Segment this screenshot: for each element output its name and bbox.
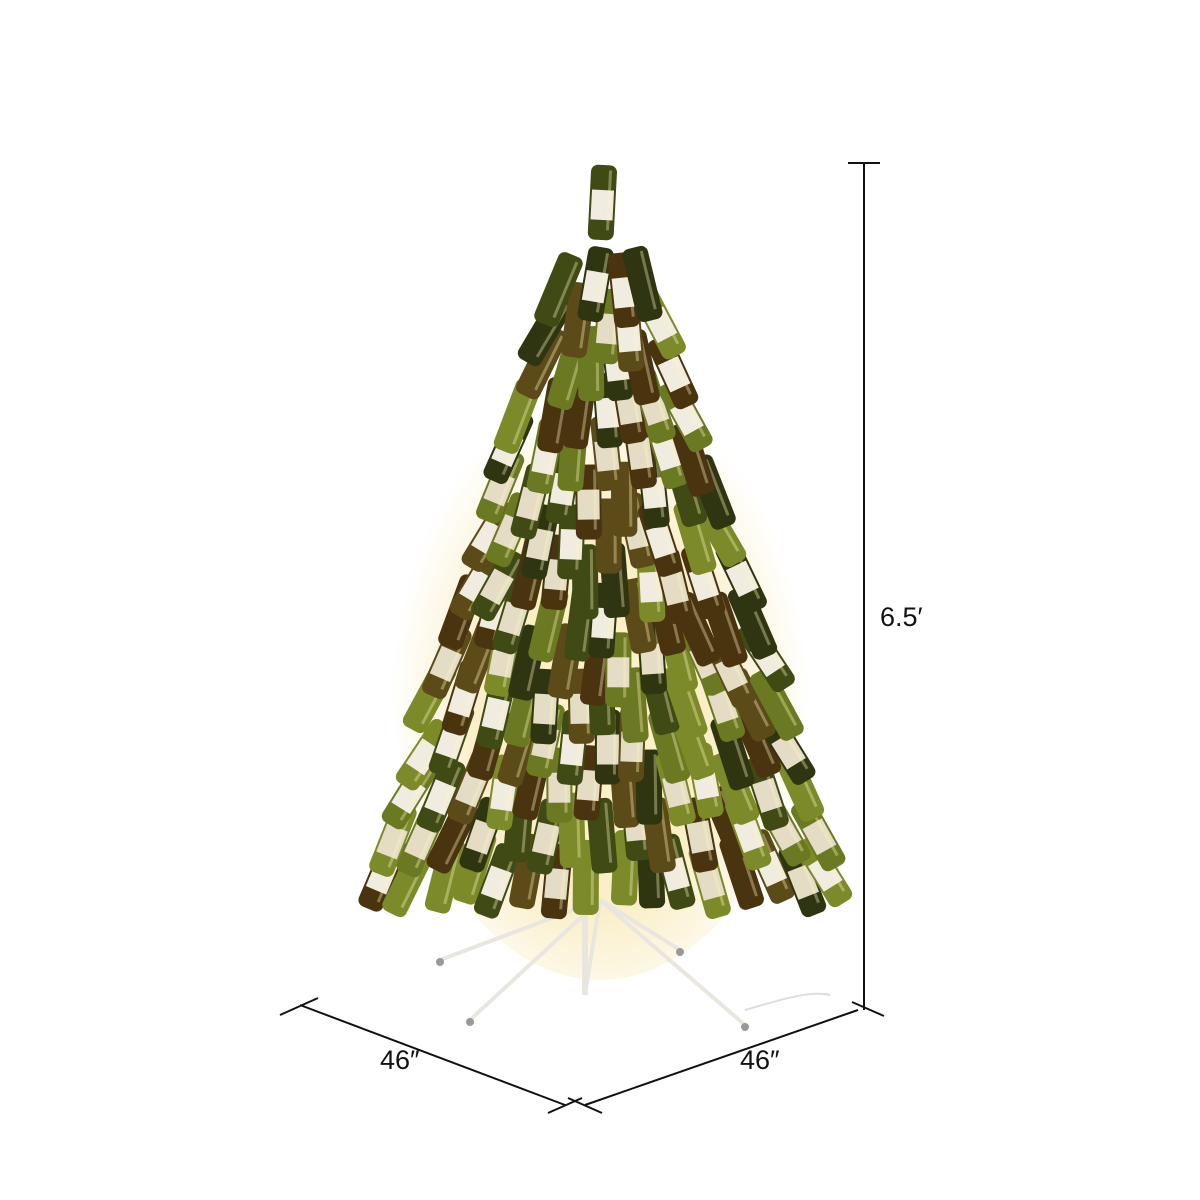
wine-bottle: [473, 843, 521, 919]
depth-label: 46″: [380, 1045, 420, 1075]
tree-stand: [436, 898, 831, 1031]
height-label: 6.5′: [880, 602, 923, 632]
wine-bottle: [577, 246, 614, 323]
width-dimension-line: [584, 1009, 859, 1106]
depth-dimension-line: [299, 1004, 566, 1106]
wine-bottle: [587, 164, 617, 241]
wine-bottle: [744, 755, 789, 831]
wine-bottle: [622, 245, 663, 323]
wine-bottles: [358, 164, 853, 920]
width-label: 46″: [740, 1045, 780, 1075]
wine-bottle: [471, 548, 526, 622]
dimension-lines: [279, 162, 885, 1114]
wine-bottle: [515, 325, 568, 400]
wine-bottle: [534, 252, 583, 328]
wine-bottle: [416, 757, 466, 833]
